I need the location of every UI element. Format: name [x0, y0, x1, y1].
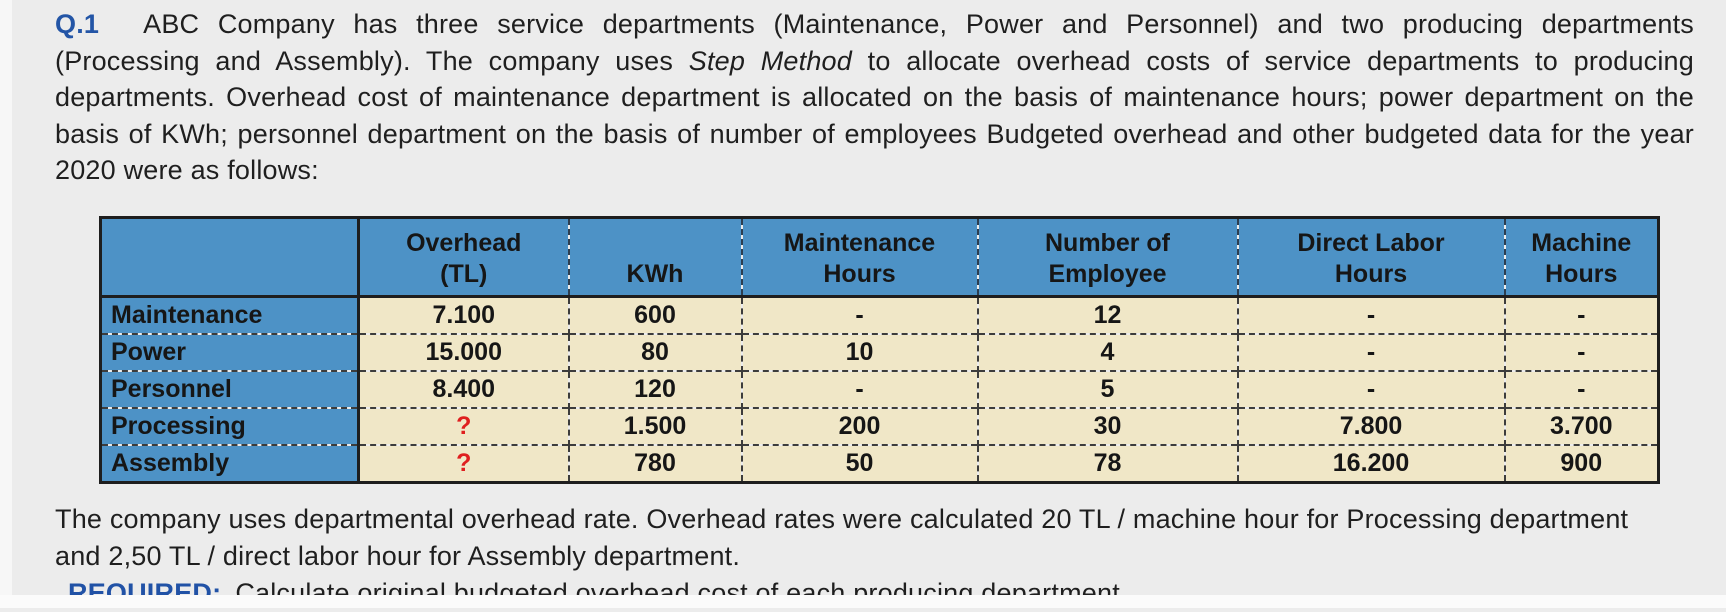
data-cell: 16.200 [1238, 445, 1505, 483]
data-cell: 10 [742, 334, 978, 371]
budget-table-container: Overhead (TL) KWh Maintenance Hours Numb… [99, 216, 1694, 484]
data-cell: 78 [978, 445, 1238, 483]
table-header-row: Overhead (TL) KWh Maintenance Hours Numb… [101, 217, 1659, 296]
data-cell: - [1238, 371, 1505, 408]
data-cell: - [742, 371, 978, 408]
table-row-personnel: Personnel 8.400 120 - 5 - - [101, 371, 1659, 408]
data-cell: - [1505, 371, 1659, 408]
budget-data-table: Overhead (TL) KWh Maintenance Hours Numb… [99, 216, 1660, 484]
data-cell: 80 [569, 334, 742, 371]
data-cell-unknown-overhead: ? [359, 445, 569, 483]
data-cell: 8.400 [359, 371, 569, 408]
table-row-assembly: Assembly ? 780 50 78 16.200 900 [101, 445, 1659, 483]
question-number: Q.1 [55, 6, 99, 43]
data-cell-unknown-overhead: ? [359, 408, 569, 445]
bottom-white-strip [0, 595, 1726, 608]
data-cell: - [1505, 296, 1659, 334]
data-cell: 7.100 [359, 296, 569, 334]
data-cell: 1.500 [569, 408, 742, 445]
header-cell-maintenance-hours: Maintenance Hours [742, 217, 978, 296]
data-cell: 4 [978, 334, 1238, 371]
table-row-power: Power 15.000 80 10 4 - - [101, 334, 1659, 371]
table-row-maintenance: Maintenance 7.100 600 - 12 - - [101, 296, 1659, 334]
data-cell: 200 [742, 408, 978, 445]
row-label-cell: Personnel [101, 371, 359, 408]
header-cell-number-of-employee: Number of Employee [978, 217, 1238, 296]
header-cell-overhead: Overhead (TL) [359, 217, 569, 296]
data-cell: 15.000 [359, 334, 569, 371]
data-cell: 3.700 [1505, 408, 1659, 445]
data-cell: 780 [569, 445, 742, 483]
row-label-cell: Assembly [101, 445, 359, 483]
data-cell: 120 [569, 371, 742, 408]
overhead-rate-paragraph: The company uses departmental overhead r… [55, 501, 1651, 575]
data-cell: - [1238, 296, 1505, 334]
row-label-cell: Power [101, 334, 359, 371]
method-name: Step Method [689, 46, 852, 76]
table-row-processing: Processing ? 1.500 200 30 7.800 3.700 [101, 408, 1659, 445]
data-cell: 600 [569, 296, 742, 334]
data-cell: 7.800 [1238, 408, 1505, 445]
data-cell: 5 [978, 371, 1238, 408]
header-cell-blank [101, 217, 359, 296]
row-label-cell: Processing [101, 408, 359, 445]
data-cell: 900 [1505, 445, 1659, 483]
data-cell: - [742, 296, 978, 334]
header-cell-machine-hours: Machine Hours [1505, 217, 1659, 296]
data-cell: 12 [978, 296, 1238, 334]
data-cell: - [1505, 334, 1659, 371]
data-cell: - [1238, 334, 1505, 371]
row-label-cell: Maintenance [101, 296, 359, 334]
header-cell-direct-labor-hours: Direct Labor Hours [1238, 217, 1505, 296]
header-cell-kwh: KWh [569, 217, 742, 296]
data-cell: 50 [742, 445, 978, 483]
data-cell: 30 [978, 408, 1238, 445]
